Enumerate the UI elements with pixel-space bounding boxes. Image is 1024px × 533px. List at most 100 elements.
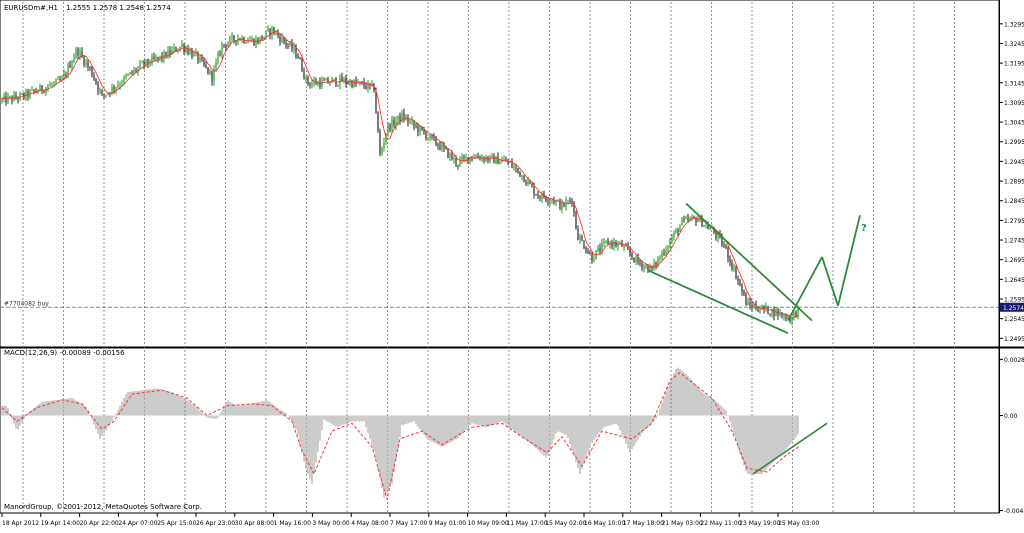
candle-body [403, 112, 405, 120]
candle-body [295, 46, 297, 56]
candle-body [721, 236, 723, 246]
candle-body [685, 217, 687, 219]
candle-body [305, 76, 307, 79]
candle-body [81, 51, 83, 57]
time-axis: 18 Apr 2012 19 Apr 14:00 20 Apr 22:00 24 Ap… [1, 513, 819, 527]
candle-body [415, 125, 417, 127]
candle-body [41, 85, 43, 91]
time-label: 21 May 03:00 [662, 520, 703, 527]
candle-body [531, 184, 533, 187]
copyright-text: ManordGroup, ©2001-2012, MetaQuotes Soft… [4, 503, 202, 511]
price-tick-label: 1.3245 [1004, 41, 1024, 48]
candle-body [153, 56, 155, 59]
candle-body [47, 86, 49, 88]
candle-body [63, 74, 65, 79]
trend-line[interactable] [787, 256, 823, 322]
candle-body [727, 248, 729, 259]
chart-overlays: #7704082 buy? [0, 30, 999, 475]
candle-body [149, 63, 151, 65]
candle-body [441, 144, 443, 150]
candle-body [639, 261, 641, 264]
candle-body [681, 218, 683, 226]
candle-body [169, 50, 171, 55]
candle-body [623, 245, 625, 247]
candle-body [599, 248, 601, 252]
candle-body [225, 44, 227, 47]
candle-body [625, 245, 627, 247]
candle-body [111, 86, 113, 94]
price-axis: 1.3295 1.3245 1.3195 1.3145 1.3095 1.3045 1.29… [999, 21, 1024, 515]
candle-body [591, 253, 593, 262]
candle-body [483, 157, 485, 161]
candle-body [367, 83, 369, 89]
candle-body [709, 228, 711, 230]
candle-body [733, 267, 735, 270]
time-label: 25 Apr 15:00 [157, 520, 196, 527]
candle-body [413, 120, 415, 126]
candle-body [107, 92, 109, 95]
candle-body [207, 67, 209, 74]
trend-line[interactable] [837, 215, 861, 306]
candle-body [121, 82, 123, 85]
candle-body [549, 200, 551, 202]
candle-body [1, 99, 3, 101]
candle-body [193, 52, 195, 57]
time-label: 23 May 19:00 [739, 520, 780, 527]
candle-body [693, 216, 695, 218]
candle-body [553, 199, 555, 203]
candle-body [723, 245, 725, 246]
trend-line[interactable] [821, 256, 839, 306]
candle-body [379, 131, 381, 155]
candle-body [261, 36, 263, 40]
candle-body [217, 53, 219, 62]
candle-body [291, 42, 293, 50]
candle-body [649, 265, 651, 272]
price-tick-label: 1.2945 [1004, 159, 1024, 166]
candle-body [617, 243, 619, 246]
candle-body [585, 248, 587, 252]
candle-body [477, 156, 479, 158]
trend-line[interactable] [647, 269, 789, 335]
candle-body [759, 309, 761, 312]
candle-body [793, 312, 795, 318]
candle-body [285, 41, 287, 45]
candle-body [607, 240, 609, 245]
candle-body [423, 129, 425, 133]
candle-body [137, 67, 139, 72]
candle-body [551, 199, 553, 201]
candle-body [773, 309, 775, 317]
question-mark-annotation: ? [861, 223, 867, 234]
candle-body [95, 79, 97, 84]
candle-body [495, 156, 497, 164]
candle-body [425, 132, 427, 139]
order-label: #7704082 buy [4, 300, 49, 307]
candle-body [679, 225, 681, 233]
candle-body [223, 43, 225, 45]
candle-body [589, 252, 591, 254]
candle-body [381, 148, 383, 155]
candle-body [167, 50, 169, 58]
candle-body [587, 251, 589, 253]
candle-body [683, 218, 685, 220]
ohlc-label: 1.2555 1.2578 1.2548 1.2574 [66, 4, 171, 12]
trend-line[interactable] [685, 202, 813, 322]
candle-body [751, 305, 753, 309]
candle-body [7, 96, 9, 103]
candle-body [529, 180, 531, 185]
candle-body [465, 157, 467, 158]
candle-body [277, 32, 279, 36]
candle-body [673, 232, 675, 238]
candle-body [211, 71, 213, 82]
candle-body [437, 144, 439, 146]
macd-trend-line[interactable] [752, 422, 828, 475]
macd-histogram [1, 367, 800, 500]
candle-body [601, 243, 603, 252]
candle-body [399, 115, 401, 122]
candle-body [219, 53, 221, 55]
candle-body [431, 134, 433, 137]
candle-body [635, 256, 637, 262]
candle-body [215, 61, 217, 68]
